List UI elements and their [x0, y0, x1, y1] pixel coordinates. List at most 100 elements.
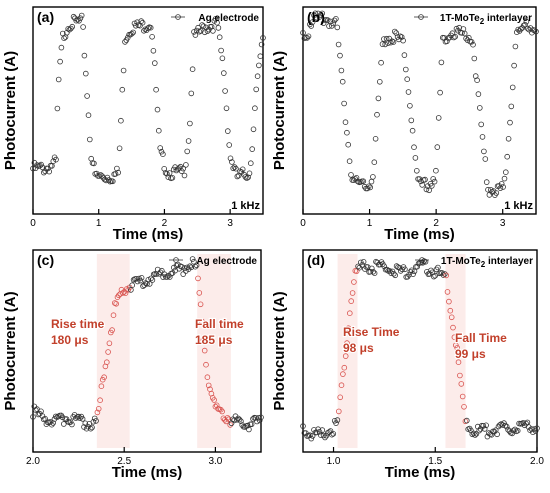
data-point: [472, 432, 478, 438]
data-point: [50, 158, 57, 165]
data-point: [398, 34, 405, 40]
y-axis-label: Photocurrent (A): [2, 51, 19, 170]
data-point: [211, 397, 217, 403]
data-point: [431, 178, 438, 185]
series-markers: [300, 258, 540, 442]
data-point: [378, 59, 384, 66]
data-point: [181, 265, 188, 271]
data-point: [191, 258, 197, 265]
data-point: [216, 34, 223, 40]
data-point: [450, 34, 457, 41]
data-point: [330, 430, 337, 437]
data-point: [147, 24, 154, 31]
data-point: [448, 314, 455, 321]
data-point: [156, 127, 162, 134]
data-point: [455, 359, 462, 366]
data-point: [249, 146, 256, 152]
data-point: [483, 179, 490, 185]
data-point: [195, 275, 201, 282]
data-point: [422, 176, 428, 183]
data-point: [392, 272, 399, 279]
data-point: [196, 290, 203, 296]
x-axis-label: Time (ms): [112, 464, 183, 481]
data-point: [115, 169, 121, 176]
data-point: [258, 41, 265, 48]
data-point: [187, 263, 193, 270]
data-point: [258, 414, 264, 421]
data-point: [166, 170, 173, 176]
data-point: [440, 272, 447, 278]
data-point: [180, 165, 187, 172]
data-point: [475, 91, 482, 97]
data-point: [157, 145, 164, 151]
data-point: [329, 431, 335, 438]
data-point: [193, 27, 200, 34]
data-point: [479, 134, 486, 140]
data-point: [66, 26, 73, 33]
data-point: [85, 112, 92, 118]
data-point: [337, 52, 343, 59]
data-point: [167, 274, 173, 280]
data-point: [441, 271, 448, 277]
data-point: [316, 428, 323, 435]
data-point: [390, 270, 397, 277]
data-point: [105, 349, 111, 355]
legend-label: 1T-MoTe2 interlayer: [441, 256, 533, 269]
data-point: [485, 186, 491, 193]
data-point: [162, 170, 169, 176]
data-point: [348, 172, 354, 178]
data-point: [42, 415, 48, 422]
data-point: [414, 263, 421, 270]
data-point: [405, 89, 412, 95]
data-point: [381, 36, 387, 42]
data-point: [179, 264, 185, 270]
data-point: [365, 183, 372, 190]
data-point: [409, 127, 416, 134]
data-point: [58, 44, 65, 51]
plot-frame: [302, 249, 538, 453]
data-point: [478, 121, 485, 128]
data-point: [444, 38, 450, 45]
data-point: [468, 38, 475, 45]
data-point: [345, 141, 352, 148]
data-point: [335, 408, 342, 415]
x-axis-label: Time (ms): [113, 226, 184, 243]
data-point: [229, 159, 235, 165]
x-tick-label: 2: [433, 218, 439, 229]
legend-swatch: [169, 257, 183, 263]
data-point: [505, 136, 512, 142]
data-point: [230, 165, 237, 172]
panel-label: (c): [37, 252, 54, 268]
data-point: [327, 428, 334, 434]
data-point: [160, 274, 166, 280]
data-point: [139, 19, 146, 26]
data-point: [340, 371, 346, 377]
y-axis-label: Photocurrent (A): [271, 51, 288, 170]
data-point: [494, 431, 500, 438]
data-point: [333, 15, 339, 22]
data-point: [87, 136, 93, 143]
data-point: [192, 263, 199, 270]
data-point: [412, 155, 419, 161]
data-point: [74, 16, 81, 23]
data-point: [335, 41, 342, 48]
data-point: [137, 277, 144, 284]
data-point: [430, 176, 437, 182]
data-point: [486, 192, 493, 198]
data-point: [219, 55, 226, 62]
data-point: [370, 174, 376, 180]
legend-label: 1T-MoTe2 interlayer: [440, 13, 532, 26]
data-point: [254, 73, 261, 79]
data-point: [234, 173, 241, 180]
data-point: [334, 417, 341, 423]
data-point: [450, 324, 456, 331]
data-point: [110, 312, 117, 319]
data-point: [213, 402, 220, 409]
data-point: [338, 382, 345, 389]
x-tick-label: 0: [30, 218, 36, 229]
data-point: [413, 168, 420, 174]
data-point: [502, 169, 509, 176]
y-axis-label: Photocurrent (A): [271, 291, 288, 410]
data-point: [253, 86, 260, 93]
fall-region: [445, 254, 466, 448]
